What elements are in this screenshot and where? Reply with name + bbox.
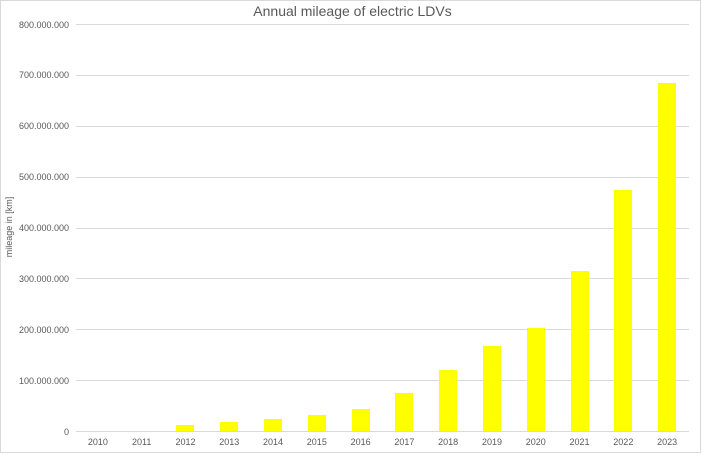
bar-2012 — [176, 424, 195, 431]
x-tick-label: 2023 — [657, 437, 678, 447]
y-tick-label: 300.000.000 — [18, 273, 69, 284]
bar-2016 — [351, 409, 370, 431]
gridline — [76, 126, 689, 127]
x-tick-label: 2013 — [219, 437, 240, 447]
gridline — [76, 228, 689, 229]
x-tick-label: 2012 — [175, 437, 196, 447]
y-tick-label: 200.000.000 — [18, 324, 69, 335]
x-tick-label: 2016 — [350, 437, 371, 447]
x-tick-label: 2010 — [87, 437, 108, 447]
bar-2014 — [264, 418, 283, 431]
gridline — [76, 278, 689, 279]
bar-2017 — [395, 392, 414, 431]
bar-2021 — [570, 271, 589, 431]
bar-2022 — [614, 190, 633, 431]
bar-2018 — [439, 369, 458, 431]
y-tick-label: 100.000.000 — [18, 375, 69, 386]
bar-2023 — [658, 83, 677, 431]
gridline — [76, 431, 689, 432]
y-tick-label: 400.000.000 — [18, 223, 69, 233]
gridline — [76, 329, 689, 330]
chart-title: Annual mileage of electric LDVs — [253, 3, 452, 19]
x-tick-label: 2022 — [613, 437, 634, 447]
bar-2015 — [307, 415, 326, 431]
bar-2019 — [482, 345, 501, 431]
bar-2013 — [220, 421, 239, 431]
x-tick-label: 2017 — [394, 437, 415, 447]
x-tick-label: 2011 — [131, 437, 152, 447]
bar-2020 — [526, 327, 545, 431]
gridline — [76, 177, 689, 178]
y-tick-label: 800.000.000 — [18, 19, 69, 30]
x-tick-label: 2019 — [481, 437, 502, 447]
x-tick-label: 2018 — [438, 437, 459, 447]
gridline — [76, 75, 689, 76]
y-tick-label: 700.000.000 — [18, 70, 69, 81]
x-tick-label: 2014 — [263, 437, 284, 447]
y-tick-label: 500.000.000 — [18, 172, 69, 183]
x-tick-label: 2020 — [525, 437, 546, 447]
y-tick-label: 600.000.000 — [18, 121, 69, 132]
x-tick-label: 2015 — [306, 437, 327, 447]
gridline — [76, 24, 689, 25]
gridline — [76, 380, 689, 381]
x-tick-label: 2021 — [569, 437, 590, 447]
y-tick-label: 0 — [63, 426, 69, 437]
